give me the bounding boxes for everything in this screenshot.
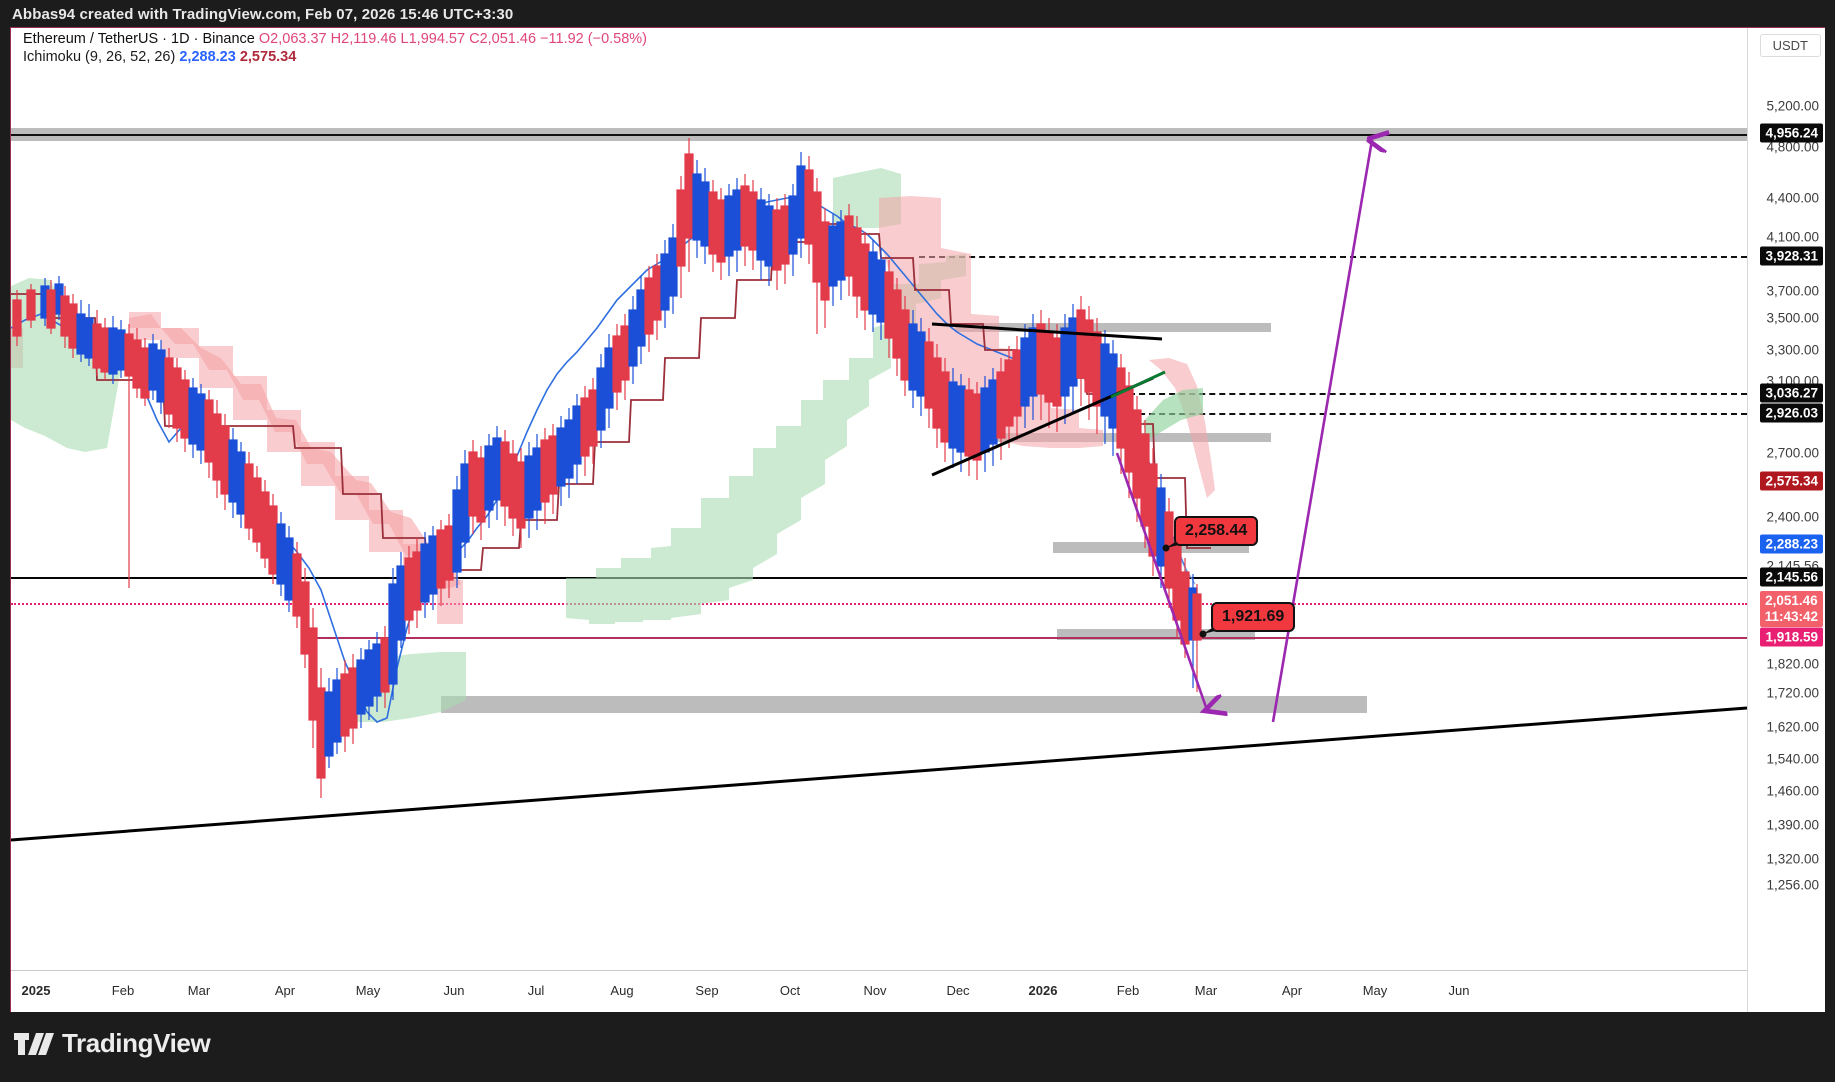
bearish-projection-arrow <box>1115 452 1207 710</box>
legend-indicator-value-1: 2,288.23 <box>179 49 236 65</box>
price-tick: 3,500.00 <box>1766 310 1819 326</box>
level-line-2145 <box>11 577 1747 579</box>
ichimoku-cloud-bullish-left <box>11 278 121 452</box>
time-tick: Apr <box>1281 983 1303 998</box>
current-price-value: 2,051.46 <box>1765 593 1818 608</box>
tenkan-sen-line <box>11 197 1188 723</box>
price-tick: 2,400.00 <box>1766 509 1819 525</box>
price-tick: 3,700.00 <box>1766 283 1819 299</box>
legend-close: C2,051.46 <box>469 31 537 47</box>
price-level-label[interactable]: 2,575.34 <box>1760 471 1823 491</box>
tradingview-mark-icon <box>14 1032 55 1055</box>
price-tick: 1,460.00 <box>1766 783 1819 799</box>
wedge-upper-trendline <box>931 322 1163 341</box>
dashed-level-3928 <box>919 256 1747 258</box>
candlestick-series <box>12 138 1202 798</box>
price-level-label[interactable]: 3,928.31 <box>1760 246 1823 266</box>
wedge-breakout-green-line <box>1110 370 1166 399</box>
time-tick: Jun <box>1448 983 1470 998</box>
currency-badge: USDT <box>1759 34 1821 57</box>
price-tick: 2,700.00 <box>1766 445 1819 461</box>
legend-symbol[interactable]: Ethereum / TetherUS · 1D · Binance <box>23 31 255 47</box>
price-level-label[interactable]: 3,036.27 <box>1760 383 1823 403</box>
price-tick: 1,540.00 <box>1766 751 1819 767</box>
time-tick: Sep <box>695 983 719 998</box>
legend-indicator-value-2: 2,575.34 <box>239 49 297 65</box>
price-tick: 3,300.00 <box>1766 342 1819 358</box>
legend-low: L1,994.57 <box>400 31 466 47</box>
chart-frame: 2,258.44 1,921.69 Ethereum / TetherUS · … <box>10 27 1825 1012</box>
time-tick: Dec <box>946 983 970 998</box>
time-tick: Mar <box>187 983 211 998</box>
time-tick: Nov <box>863 983 887 998</box>
price-tag-1921[interactable]: 1,921.69 <box>1211 602 1296 632</box>
bar-countdown: 11:43:42 <box>1764 609 1818 624</box>
resistance-band-3500 <box>955 323 1271 332</box>
time-tick: May <box>355 983 381 998</box>
price-tick: 4,800.00 <box>1766 139 1819 155</box>
attribution-text: Abbas94 created with TradingView.com, Fe… <box>12 6 514 23</box>
time-tick: May <box>1362 983 1388 998</box>
time-tick: Apr <box>274 983 296 998</box>
time-tick: Mar <box>1194 983 1218 998</box>
footer-bar: TradingView <box>0 1014 1835 1082</box>
dashed-level-2926 <box>1129 413 1747 415</box>
time-tick: Aug <box>610 983 634 998</box>
legend-change: −11.92 (−0.58%) <box>540 31 648 47</box>
time-tick: Oct <box>779 983 801 998</box>
resistance-line-4956 <box>11 134 1747 136</box>
chart-drawing-overlay <box>11 28 1747 842</box>
legend-high: H2,119.46 <box>330 31 397 47</box>
price-level-label[interactable]: 2,926.03 <box>1760 403 1823 423</box>
legend-open: O2,063.37 <box>258 31 327 47</box>
dashed-level-3036 <box>1129 393 1747 395</box>
price-tick: 4,100.00 <box>1766 229 1819 245</box>
time-tick: 2026 <box>1028 983 1058 998</box>
time-tick: 2025 <box>21 983 51 998</box>
time-axis[interactable]: 2025 Feb Mar Apr May Jun Jul Aug Sep Oct Nov Dec 202… <box>11 970 1747 1012</box>
price-tick: 1,820.00 <box>1766 656 1819 672</box>
current-price-line <box>11 603 1747 605</box>
price-level-label[interactable]: 2,145.56 <box>1760 567 1823 587</box>
price-axis[interactable]: USDT 5,200.00 4,800.00 4,400.00 4,100.00 3,7… <box>1747 28 1825 1012</box>
price-tick: 4,400.00 <box>1766 190 1819 206</box>
time-tick: Jul <box>527 983 545 998</box>
price-tick: 1,320.00 <box>1766 851 1819 867</box>
ichimoku-cloud-bullish-breakout <box>1143 388 1203 440</box>
price-tick: 1,620.00 <box>1766 719 1819 735</box>
rising-support-trendline <box>11 706 1747 842</box>
ichimoku-cloud-bearish-main <box>129 312 463 624</box>
level-line-1918 <box>311 637 1747 639</box>
support-band-1921 <box>1057 629 1255 640</box>
price-level-label[interactable]: 4,956.24 <box>1760 123 1823 143</box>
tradingview-logo[interactable]: TradingView <box>14 1028 211 1059</box>
chart-plot-area[interactable]: 2,258.44 1,921.69 Ethereum / TetherUS · … <box>11 28 1747 970</box>
legend-indicator-name[interactable]: Ichimoku (9, 26, 52, 26) <box>23 49 176 65</box>
bullish-projection-arrow <box>1271 140 1372 723</box>
time-tick: Feb <box>1116 983 1140 998</box>
time-tick: Feb <box>111 983 135 998</box>
tradingview-wordmark: TradingView <box>62 1028 211 1058</box>
price-tick: 1,390.00 <box>1766 817 1819 833</box>
price-tick: 5,200.00 <box>1766 98 1819 114</box>
price-level-label[interactable]: 2,288.23 <box>1760 534 1823 554</box>
demand-zone-band-1700 <box>441 696 1367 713</box>
time-tick: Jun <box>443 983 465 998</box>
price-tag-2258[interactable]: 2,258.44 <box>1174 516 1259 546</box>
price-level-label[interactable]: 1,918.59 <box>1760 627 1823 647</box>
price-tick: 1,720.00 <box>1766 685 1819 701</box>
chart-legend: Ethereum / TetherUS · 1D · Binance O2,06… <box>23 31 647 66</box>
current-price-label[interactable]: 2,051.46 11:43:42 <box>1759 591 1823 627</box>
price-tick: 1,256.00 <box>1766 877 1819 893</box>
